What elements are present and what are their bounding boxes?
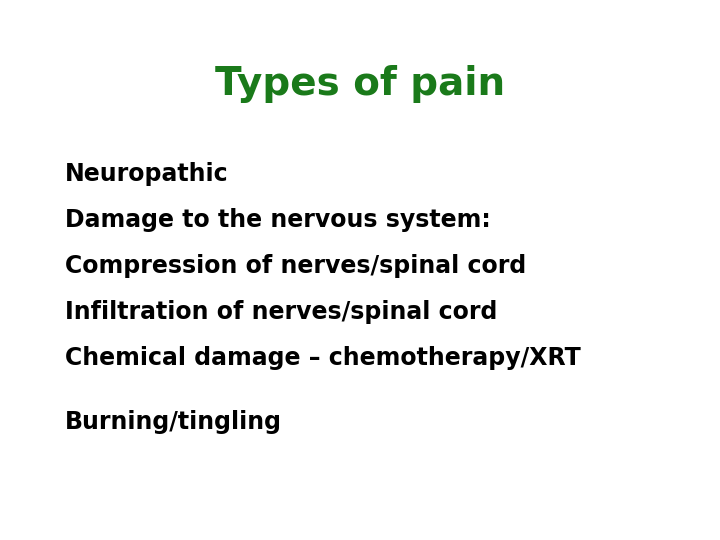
Text: Neuropathic: Neuropathic [65,162,228,186]
Text: Types of pain: Types of pain [215,65,505,103]
Text: Damage to the nervous system:: Damage to the nervous system: [65,208,490,232]
Text: Chemical damage – chemotherapy/XRT: Chemical damage – chemotherapy/XRT [65,346,580,369]
Text: Infiltration of nerves/spinal cord: Infiltration of nerves/spinal cord [65,300,498,323]
Text: Burning/tingling: Burning/tingling [65,410,282,434]
Text: Compression of nerves/spinal cord: Compression of nerves/spinal cord [65,254,526,278]
